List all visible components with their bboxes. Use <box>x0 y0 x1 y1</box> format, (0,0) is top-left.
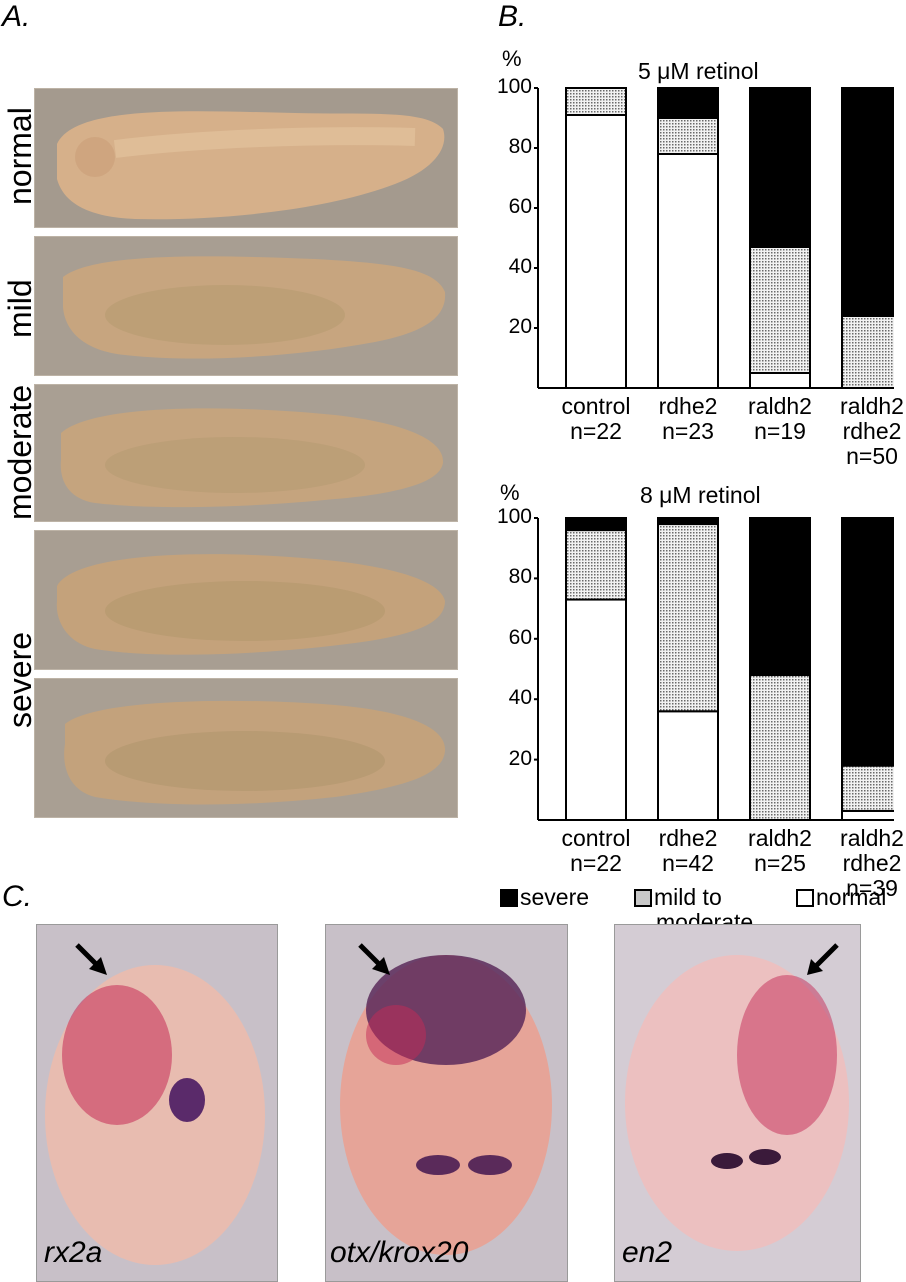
chart2-bar-rdhe2-mild-to-moderate <box>657 523 719 713</box>
chart2-cat-label-2-line-0: raldh2 <box>748 825 812 851</box>
legend-normal: normal <box>796 885 886 910</box>
chart1-tick-label-20: 20 <box>508 315 532 338</box>
chart2-cat-label-2-line-1: n=25 <box>754 850 806 876</box>
chart2-cat-label-3-line-0: raldh2 <box>840 825 904 851</box>
chart2-bar-raldh2-rdhe2-severe <box>841 517 894 767</box>
chart2-plot <box>534 517 894 822</box>
chart1-bar-raldh2-rdhe2-severe <box>841 87 894 317</box>
chart1-tick-label-100: 100 <box>496 75 532 98</box>
chart2-category-label-2: raldh2 n=25 <box>725 826 835 876</box>
legend-severe-swatch <box>500 889 518 907</box>
panel-c-label: C. <box>2 880 32 913</box>
tadpole-photo-mild <box>34 236 458 376</box>
gene-label-otx-krox20: otx/krox20 <box>330 1236 469 1269</box>
chart2-bar-raldh2-mild-to-moderate <box>749 674 811 821</box>
chart2-bar-control-normal <box>565 598 627 822</box>
tadpole-photo-normal <box>34 88 458 228</box>
chart2-cat-label-1-line-1: n=42 <box>662 850 714 876</box>
chart1-bar-raldh2-normal <box>749 372 811 389</box>
chart1-tick-label-60: 60 <box>508 195 532 218</box>
chart2-bar-control-severe <box>565 517 627 532</box>
chart1-bar-control-normal <box>565 114 627 389</box>
phenotype-label-mild: mild <box>2 279 38 338</box>
chart2-tick-label-100: 100 <box>496 505 532 528</box>
chart2-tick-label-40: 40 <box>508 686 532 710</box>
legend-normal-swatch <box>796 889 814 907</box>
chart1-cat-label-3-line-2: n=50 <box>846 443 898 469</box>
chart1-bar-rdhe2-severe <box>657 87 719 119</box>
phenotype-label-severe: severe <box>2 631 38 728</box>
panel-a-label: A. <box>2 0 31 33</box>
phenotype-label-moderate: moderate <box>2 384 38 520</box>
chart2-cat-label-0-line-0: control <box>561 825 631 851</box>
chart1-tick-label-80: 80 <box>508 135 532 158</box>
chart2-tick-label-80: 80 <box>508 565 532 589</box>
chart1-bar-raldh2-mild-to-moderate <box>749 246 811 374</box>
chart1-category-label-1: rdhe2 n=23 <box>633 394 743 444</box>
chart2-cat-label-0-line-1: n=22 <box>570 850 622 876</box>
chart1-plot <box>534 87 894 389</box>
tadpole-photo-moderate <box>34 384 458 522</box>
chart2-bar-raldh2-severe <box>749 517 811 677</box>
chart1-ylabel: % <box>502 46 522 71</box>
chart2-title: 8 μM retinol <box>640 482 761 508</box>
chart2-cat-label-3-line-2: n=39 <box>846 875 898 901</box>
chart2-cat-label-1-line-0: rdhe2 <box>658 825 718 851</box>
chart1-cat-label-1-line-0: rdhe2 <box>658 393 718 419</box>
panel-b-label: B. <box>498 0 527 33</box>
chart2-bar-control-mild-to-moderate <box>565 529 627 601</box>
chart2-category-label-0: control n=22 <box>541 826 651 876</box>
chart2-bar-raldh2-rdhe2-normal <box>841 809 894 822</box>
gene-label-rx2a: rx2a <box>44 1236 103 1269</box>
chart1-cat-label-0-line-0: control <box>561 393 631 419</box>
chart1-category-label-0: control n=22 <box>541 394 651 444</box>
legend-severe-text: severe <box>520 884 590 910</box>
chart2-ylabel: % <box>500 480 520 505</box>
chart1-cat-label-3-line-0: raldh2 <box>840 393 904 419</box>
phenotype-label-normal: normal <box>2 107 38 205</box>
chart2-category-label-3: raldh2 rdhe2 n=39 <box>817 826 906 901</box>
chart2-cat-label-3-line-1: rdhe2 <box>842 850 902 876</box>
legend-mild-text-1: mild to <box>654 884 722 910</box>
legend-mild-swatch <box>634 889 652 907</box>
chart1-cat-label-1-line-1: n=23 <box>662 418 714 444</box>
chart1-cat-label-3-line-1: rdhe2 <box>842 418 902 444</box>
chart1-bar-raldh2-rdhe2-mild-to-moderate <box>841 315 894 389</box>
chart1-title: 5 μM retinol <box>638 58 759 84</box>
chart1-cat-label-2-line-1: n=19 <box>754 418 806 444</box>
chart1-cat-label-2-line-0: raldh2 <box>748 393 812 419</box>
chart1-cat-label-0-line-1: n=22 <box>570 418 622 444</box>
chart2-tick-label-60: 60 <box>508 625 532 649</box>
embryo-photo-rx2a <box>36 924 278 1282</box>
chart2-bar-rdhe2-normal <box>657 710 719 821</box>
tadpole-photo-severe-1 <box>34 530 458 670</box>
gene-label-en2: en2 <box>622 1236 673 1269</box>
chart1-bar-rdhe2-normal <box>657 153 719 389</box>
chart1-bar-rdhe2-mild-to-moderate <box>657 117 719 155</box>
chart2-bar-raldh2-rdhe2-mild-to-moderate <box>841 764 894 812</box>
chart1-category-label-3: raldh2 rdhe2 n=50 <box>817 394 906 469</box>
chart2-bar-rdhe2-severe <box>657 517 719 526</box>
chart1-bar-control-mild-to-moderate <box>565 87 627 116</box>
legend-severe: severe <box>500 885 589 910</box>
chart1-bar-raldh2-severe <box>749 87 811 248</box>
embryo-photo-otx-krox20 <box>325 924 568 1282</box>
chart1-category-label-2: raldh2 n=19 <box>725 394 835 444</box>
legend-normal-text: normal <box>816 884 887 910</box>
chart2-tick-label-20: 20 <box>508 746 532 770</box>
chart2-category-label-1: rdhe2 n=42 <box>633 826 743 876</box>
embryo-photo-en2 <box>614 924 861 1282</box>
tadpole-photo-severe-2 <box>34 678 458 818</box>
chart1-tick-label-40: 40 <box>508 255 532 278</box>
